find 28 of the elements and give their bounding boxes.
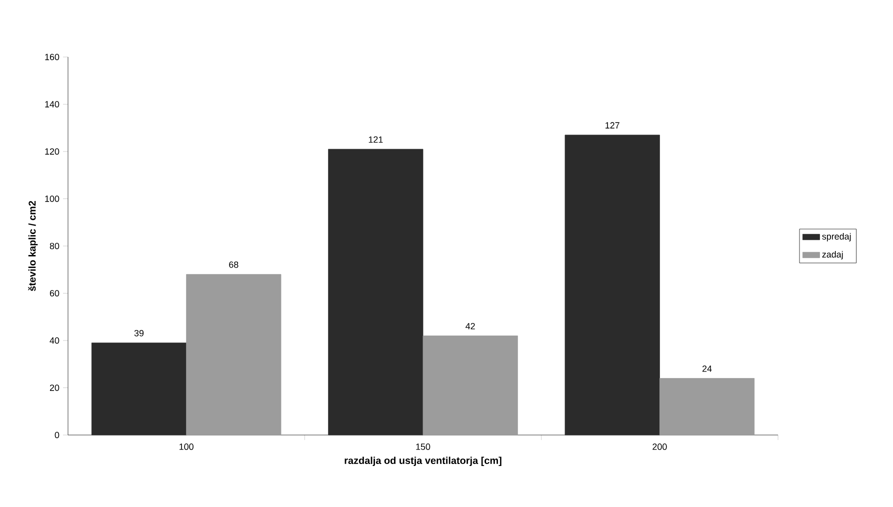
data-label: 127 xyxy=(606,122,620,128)
data-label: 24 xyxy=(702,366,712,372)
bar xyxy=(186,274,282,436)
x-tick-label: 200 xyxy=(652,444,667,450)
x-tick-label: 100 xyxy=(180,444,194,450)
data-label: 121 xyxy=(368,136,383,143)
bar xyxy=(422,336,518,436)
bar xyxy=(659,378,755,436)
y-tick-label: 80 xyxy=(50,242,60,250)
x-axis-title: razdalja od ustja ventilatorja [cm] xyxy=(344,456,502,466)
bar xyxy=(328,148,424,436)
x-tick-label: 150 xyxy=(416,444,430,450)
y-tick-label: 120 xyxy=(45,148,60,155)
y-tick-label: 20 xyxy=(50,384,60,391)
bar xyxy=(91,342,187,436)
bar xyxy=(564,134,660,436)
y-tick-label: 100 xyxy=(45,196,60,202)
data-label: 39 xyxy=(134,330,144,336)
data-label: 42 xyxy=(466,322,475,330)
legend-label: zadaj xyxy=(822,250,843,260)
y-tick-label: 60 xyxy=(50,290,60,296)
y-tick-label: 0 xyxy=(54,432,60,438)
y-tick-label: 160 xyxy=(45,54,60,60)
y-tick-label: 40 xyxy=(50,337,60,344)
y-tick-label: 140 xyxy=(45,101,60,108)
data-label: 68 xyxy=(229,261,238,268)
y-axis-title: število kaplic / cm2 xyxy=(28,200,38,292)
legend-label: spredaj xyxy=(822,233,851,242)
